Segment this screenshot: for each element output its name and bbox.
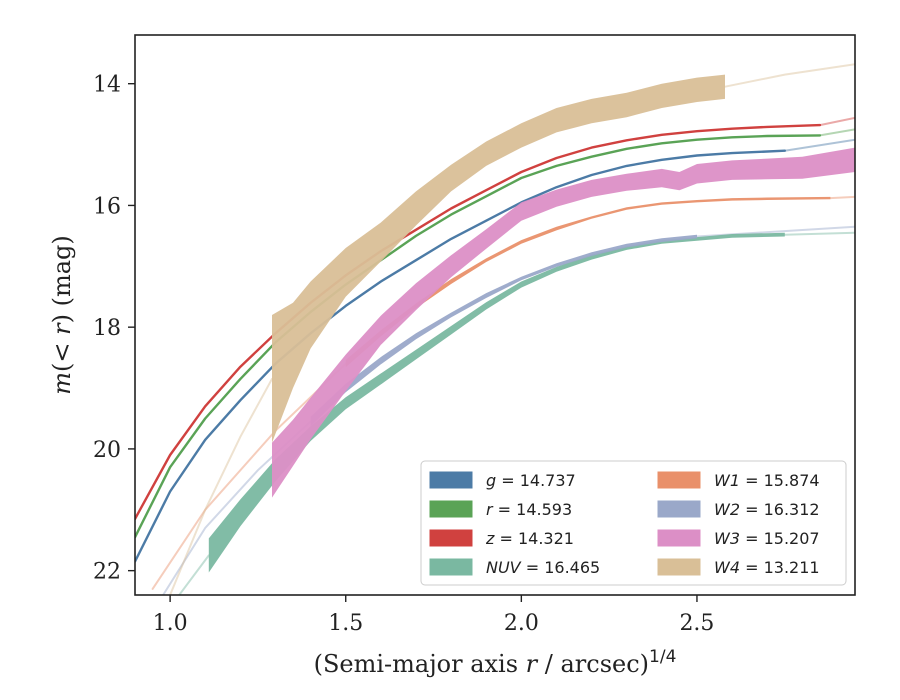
ticks-layer: 1.0 1.5 2.0 2.5 14 16 18 20 22 (93, 73, 714, 636)
legend-label: W2 = 16.312 (714, 500, 820, 519)
legend-swatch (429, 558, 473, 576)
plot-frame (134, 34, 856, 596)
legend-swatch (429, 529, 473, 547)
y-tick-label: 16 (93, 194, 121, 219)
x-tick-label: 1.5 (328, 611, 363, 636)
series-w4-band (272, 74, 725, 443)
series-nuv-band (208, 232, 785, 573)
legend-label: z = 14.321 (485, 529, 574, 548)
series-g-line (135, 149, 786, 563)
series-r-extension (818, 128, 855, 137)
y-tick-label: 14 (93, 73, 121, 98)
series-r-line (135, 134, 822, 539)
legend-swatch (657, 500, 701, 518)
series-w4-extension (724, 63, 855, 88)
legend-item-r: r = 14.593 (429, 500, 572, 519)
legend-label: r = 14.593 (486, 500, 572, 519)
series-layer (135, 63, 855, 595)
legend-label: W4 = 13.211 (714, 558, 820, 577)
x-tick-label: 1.0 (153, 611, 188, 636)
series-w1-extension (151, 362, 347, 590)
y-tick-label: 22 (93, 560, 121, 585)
legend-box (420, 460, 847, 586)
legend-item-z: z = 14.321 (429, 529, 574, 548)
y-tick-label: 18 (93, 316, 121, 341)
series-z-line (135, 123, 822, 521)
legend-label: g = 14.737 (486, 471, 576, 490)
legend-item-w2: W2 = 16.312 (657, 500, 820, 519)
series-nuv-extension (177, 554, 210, 595)
series-w4-extension (169, 377, 273, 595)
legend-swatch (657, 529, 701, 547)
legend-item-g: g = 14.737 (429, 471, 576, 490)
legend-item-nuv: NUV = 16.465 (429, 558, 600, 577)
series-nuv-extension (783, 231, 855, 236)
legend-swatch (657, 558, 701, 576)
legend-item-w4: W4 = 13.211 (657, 558, 820, 577)
series-w1-extension (829, 195, 855, 200)
y-tick-label: 20 (93, 438, 121, 463)
series-w3-band (272, 147, 855, 498)
y-axis-title: m(< r) (mag) (48, 235, 76, 395)
x-axis-title: (Semi-major axis r / arcsec)1/4 (314, 647, 677, 678)
legend: g = 14.737 r = 14.593 z = 14.321 NUV = 16.4… (420, 460, 847, 586)
x-tick-label: 2.0 (504, 611, 539, 636)
legend-label: W1 = 15.874 (714, 471, 820, 490)
legend-label: NUV = 16.465 (486, 558, 600, 577)
series-g-extension (783, 138, 855, 152)
legend-item-w3: W3 = 15.207 (657, 529, 820, 548)
x-tick-label: 2.5 (679, 611, 714, 636)
series-z-extension (818, 116, 855, 127)
legend-swatch (429, 471, 473, 489)
legend-label: W3 = 15.207 (714, 529, 820, 548)
legend-swatch (657, 471, 701, 489)
legend-item-w1: W1 = 15.874 (657, 471, 820, 490)
legend-swatch (429, 500, 473, 518)
